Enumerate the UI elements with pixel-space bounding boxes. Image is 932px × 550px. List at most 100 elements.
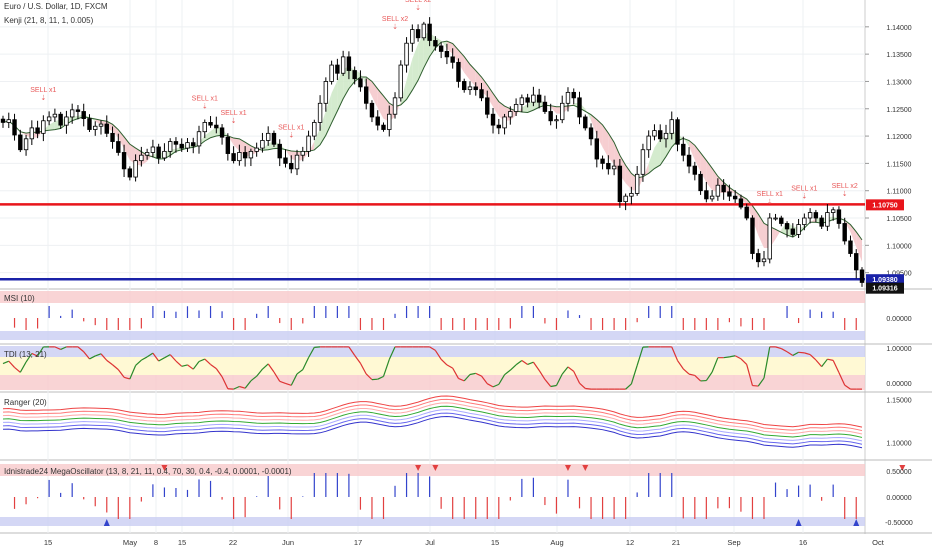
tdi-line bbox=[262, 363, 269, 370]
candle-body bbox=[634, 173, 640, 194]
ranger-band-line bbox=[2, 412, 863, 445]
tdi-line bbox=[671, 346, 679, 361]
candle-body bbox=[23, 138, 29, 151]
price-level-value: 1.09316 bbox=[872, 286, 897, 293]
kenji-cloud bbox=[418, 33, 424, 81]
candle-body bbox=[242, 152, 248, 159]
tdi-line bbox=[469, 372, 476, 376]
x-tick-label: Aug bbox=[550, 538, 563, 547]
tdi-line bbox=[192, 361, 200, 370]
mega-sell-triangle bbox=[899, 465, 906, 471]
tdi-mid-band bbox=[0, 357, 865, 375]
candle-body bbox=[692, 165, 698, 175]
sell-signal-label: SELL x1 bbox=[791, 186, 817, 193]
kenji-cloud bbox=[360, 73, 367, 85]
candle-body bbox=[248, 150, 254, 159]
tdi-line bbox=[458, 377, 465, 382]
x-tick-label: 17 bbox=[354, 538, 362, 547]
tdi-line bbox=[204, 358, 211, 365]
kenji-cloud bbox=[49, 121, 55, 131]
candle-body bbox=[738, 198, 744, 208]
y-tick-label: 1.12500 bbox=[886, 107, 911, 114]
kenji-cloud bbox=[377, 88, 384, 119]
kenji-cloud bbox=[596, 119, 603, 148]
tdi-line bbox=[792, 351, 799, 356]
candle-body bbox=[756, 253, 761, 263]
sell-signal-arrow: ⇣ bbox=[842, 190, 848, 198]
candle-body bbox=[225, 136, 231, 154]
candle-body bbox=[289, 162, 294, 170]
tdi-line bbox=[509, 364, 517, 371]
candle-body bbox=[427, 23, 432, 41]
candle-body bbox=[467, 86, 473, 91]
candle-body bbox=[623, 195, 628, 203]
kenji-cloud bbox=[602, 124, 609, 158]
sell-signal-label: SELL x2 bbox=[405, 0, 431, 4]
tdi-line bbox=[515, 360, 523, 366]
price-level-tag bbox=[866, 199, 904, 211]
candle-body bbox=[329, 64, 334, 82]
mega-lower-band bbox=[0, 517, 865, 526]
candle-body bbox=[830, 209, 836, 213]
candle-body bbox=[52, 113, 58, 118]
candle-body bbox=[652, 130, 657, 137]
tdi-line bbox=[550, 384, 557, 388]
candle-body bbox=[456, 61, 461, 82]
tdi-line bbox=[239, 385, 246, 389]
kenji-cloud bbox=[446, 41, 453, 55]
x-tick-label: 22 bbox=[229, 538, 237, 547]
megaoscillator-panel-title: Idnistrade24 MegaOscillator (13, 8, 21, … bbox=[4, 467, 292, 476]
tdi-line bbox=[481, 375, 488, 385]
x-tick-label: Oct bbox=[872, 538, 885, 547]
kenji-cloud bbox=[441, 40, 447, 49]
candle-body bbox=[323, 81, 329, 104]
kenji-cloud bbox=[469, 64, 476, 87]
tdi-line bbox=[844, 384, 851, 390]
y-tick-label: 1.10000 bbox=[886, 243, 911, 250]
candle-body bbox=[525, 97, 530, 103]
symbol-title: Euro / U.S. Dollar, 1D, FXCM bbox=[4, 2, 108, 11]
tdi-line bbox=[233, 385, 240, 390]
candle-body bbox=[398, 64, 403, 99]
candle-body bbox=[58, 113, 63, 126]
sell-signal-label: SELL x2 bbox=[832, 183, 858, 190]
x-tick-label: 21 bbox=[672, 538, 680, 547]
tdi-line bbox=[757, 377, 765, 387]
tdi-line bbox=[555, 373, 563, 386]
candle-body bbox=[784, 223, 790, 230]
price-level-tag bbox=[866, 282, 904, 294]
y-tick-label: 1.14000 bbox=[886, 25, 911, 32]
kenji-cloud bbox=[337, 69, 344, 112]
candle-body bbox=[473, 86, 478, 91]
tdi-line bbox=[775, 346, 782, 350]
tdi-line bbox=[688, 373, 695, 377]
candle-body bbox=[317, 102, 323, 123]
tdi-line bbox=[215, 368, 223, 378]
candle-body bbox=[715, 184, 721, 197]
candle-body bbox=[663, 132, 669, 140]
tdi-line bbox=[169, 354, 177, 362]
candle-body bbox=[727, 191, 732, 197]
y-tick-label: 1.11000 bbox=[887, 189, 912, 196]
tdi-line bbox=[786, 351, 794, 356]
candle-body bbox=[69, 109, 75, 118]
candle-body bbox=[681, 143, 686, 156]
tdi-line bbox=[504, 369, 511, 376]
candle-body bbox=[35, 127, 40, 134]
candle-body bbox=[508, 111, 513, 118]
candle-body bbox=[600, 158, 605, 164]
candle-body bbox=[709, 195, 715, 200]
tdi-line bbox=[8, 360, 15, 368]
candle-body bbox=[98, 123, 104, 127]
y-tick-label: 1.10000 bbox=[886, 441, 911, 448]
tdi-line bbox=[434, 350, 442, 360]
tdi-line bbox=[181, 364, 188, 367]
sell-signal-label: SELL x1 bbox=[757, 191, 783, 198]
kenji-cloud bbox=[521, 103, 528, 113]
tdi-upper-band bbox=[0, 346, 865, 357]
kenji-cloud bbox=[239, 138, 246, 157]
candle-body bbox=[450, 56, 455, 63]
tdi-line bbox=[250, 375, 258, 382]
tdi-line bbox=[815, 359, 823, 368]
